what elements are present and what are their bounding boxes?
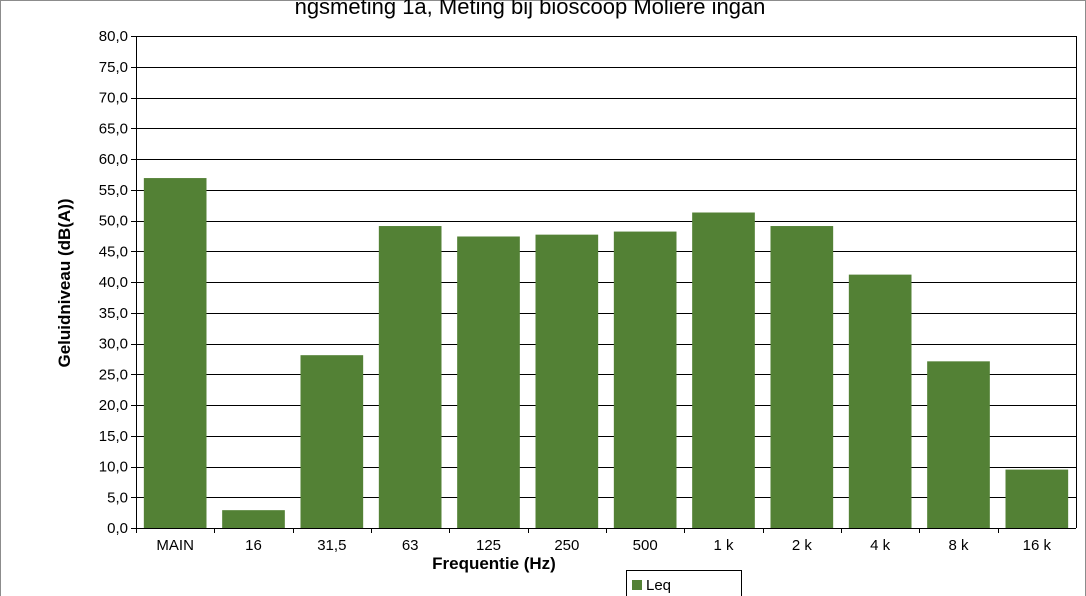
x-tick-label: 16 k: [1023, 537, 1052, 554]
x-axis-title: Frequentie (Hz): [432, 554, 556, 573]
y-tick-label: 0,0: [107, 520, 128, 537]
bar: [613, 231, 677, 528]
bar: [535, 234, 599, 528]
y-tick-label: 40,0: [99, 274, 128, 291]
y-tick-label: 25,0: [99, 366, 128, 383]
legend: Leq: [626, 570, 742, 596]
y-tick-label: 70,0: [99, 90, 128, 107]
bar: [927, 361, 990, 528]
x-tick-label: 250: [554, 537, 579, 554]
y-tick-label: 15,0: [99, 428, 128, 445]
legend-box: [626, 570, 742, 596]
bar: [1005, 469, 1069, 528]
y-tick-label: 80,0: [99, 28, 128, 45]
y-axis-title: Geluidniveau (dB(A)): [55, 198, 74, 367]
y-tick-label: 35,0: [99, 305, 128, 322]
y-tick-label: 10,0: [99, 459, 128, 476]
legend-swatch: [632, 580, 642, 590]
bars: [143, 178, 1069, 529]
legend-label: Leq: [646, 577, 671, 594]
bar: [222, 510, 285, 528]
x-tick-label: 31,5: [317, 537, 346, 554]
bar: [457, 236, 520, 529]
y-tick-label: 50,0: [99, 213, 128, 230]
y-tick-label: 55,0: [99, 182, 128, 199]
bar: [143, 178, 207, 528]
bar: [692, 212, 755, 528]
x-tick-labels: MAIN 16 31,5 63 125 250 500 1 k 2 k 4 k 8 k 16 k: [156, 537, 1051, 554]
y-tick-label: 75,0: [99, 59, 128, 76]
x-tick-label: 125: [476, 537, 501, 554]
axes: [131, 36, 1077, 533]
gridlines: [136, 36, 1076, 498]
x-tick-label: 2 k: [792, 537, 813, 554]
x-tick-label: 63: [402, 537, 419, 554]
y-tick-label: 5,0: [107, 489, 128, 506]
bar: [848, 274, 912, 528]
x-tick-label: 16: [245, 537, 262, 554]
x-tick-label: 500: [633, 537, 658, 554]
bar: [300, 355, 364, 528]
y-tick-label: 20,0: [99, 397, 128, 414]
x-tick-label: MAIN: [156, 537, 194, 554]
y-tick-labels: 0,0 5,0 10,0 15,0 20,0 25,0 30,0 35,0 40,0 45,0 50…: [99, 28, 128, 537]
x-tick-label: 8 k: [948, 537, 969, 554]
y-tick-label: 45,0: [99, 243, 128, 260]
header-text: ngsmeting 1a, Meting bij bioscoop Molier…: [295, 0, 766, 19]
bar: [770, 226, 834, 528]
y-tick-label: 30,0: [99, 336, 128, 353]
y-tick-label: 60,0: [99, 151, 128, 168]
x-tick-label: 4 k: [870, 537, 891, 554]
x-tick-label: 1 k: [713, 537, 734, 554]
y-tick-label: 65,0: [99, 120, 128, 137]
bar: [378, 226, 442, 528]
